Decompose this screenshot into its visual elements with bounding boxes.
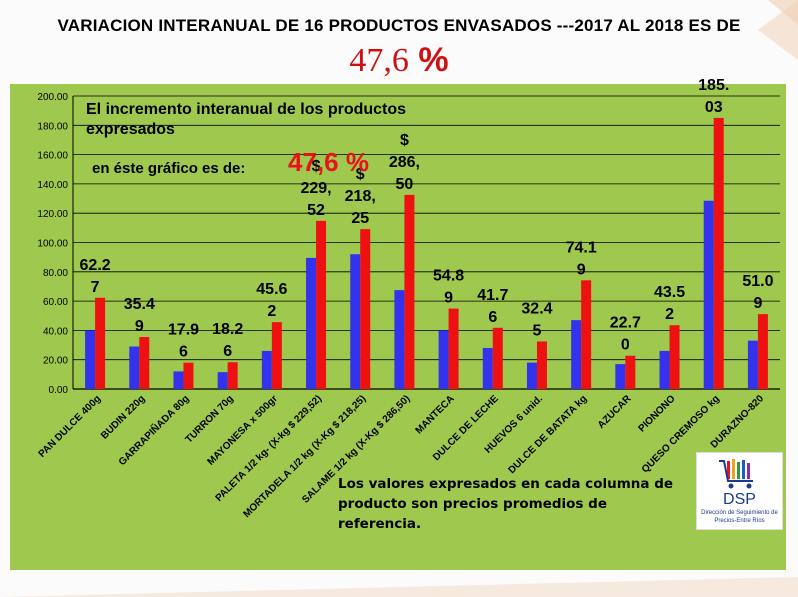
- y-tick-label: 0.00: [49, 385, 69, 396]
- bar-2018: [625, 355, 636, 389]
- chart-note-increment: El incremento interanual de los producto…: [86, 101, 407, 138]
- bar-data-label: 43.5 2: [654, 284, 685, 323]
- bar-2018: [404, 194, 415, 389]
- dsp-logo: DSP Dirección de Seguimiento de Precios-…: [696, 452, 783, 530]
- bar-2017: [482, 347, 493, 389]
- bar-2018: [536, 341, 547, 389]
- y-tick-label: 60.00: [43, 297, 68, 308]
- bar-2018: [757, 314, 768, 389]
- bar-2017: [703, 200, 714, 389]
- y-tick-label: 100.00: [37, 239, 68, 250]
- bar-2017: [173, 371, 184, 389]
- y-tick-label: 200.00: [37, 92, 68, 103]
- bar-data-label: 18.2 6: [212, 321, 243, 360]
- bar-data-label: 51.0 9: [742, 273, 773, 312]
- y-tick-label: 160.00: [37, 151, 68, 162]
- x-category-label: MANTECA: [414, 393, 457, 436]
- bar-data-label: 35.4 9: [124, 296, 155, 335]
- headline-percentage: 47,6 %: [0, 40, 798, 81]
- x-category-label: BUDIN 220g: [99, 393, 147, 441]
- x-category-label: PAN DULCE 400g: [37, 393, 104, 460]
- headline-value: 47,6: [349, 42, 409, 79]
- bar-2018: [183, 362, 194, 389]
- bar-2017: [85, 330, 96, 389]
- bar-data-label: 185. 03: [698, 77, 729, 116]
- bar-2018: [448, 308, 459, 389]
- decorative-arrows-bottom: [0, 577, 798, 597]
- x-category-label: AZUCAR: [596, 393, 634, 431]
- bar-2017: [306, 257, 317, 389]
- bar-2018: [713, 117, 724, 389]
- logo-name: DSP: [723, 491, 756, 508]
- chart-note-label: en éste gráfico es de:: [92, 160, 246, 177]
- logo-subtitle: Dirección de Seguimiento de Precios-Entr…: [701, 510, 778, 524]
- bar-data-label: $218, 25: [345, 166, 376, 227]
- y-tick-label: 180.00: [37, 121, 68, 132]
- chart-title: VARIACION INTERANUAL DE 16 PRODUCTOS ENV…: [57, 16, 741, 35]
- bar-2018: [581, 280, 592, 389]
- y-tick-label: 80.00: [43, 268, 68, 279]
- bar-2017: [217, 372, 228, 389]
- bar-2017: [747, 340, 758, 389]
- bar-2018: [95, 297, 106, 389]
- bar-data-label: $229, 52: [300, 158, 331, 219]
- bar-data-label: 62.2 7: [80, 257, 111, 296]
- chart-note-percentage: 47,6 %: [288, 147, 369, 177]
- bar-2017: [526, 362, 537, 389]
- bar-data-label: 22.7 0: [610, 315, 641, 354]
- bar-2017: [129, 346, 140, 389]
- bar-2017: [571, 320, 582, 389]
- headline-percent-sign: %: [418, 41, 449, 79]
- footnote-text: Los valores expresados en cada columna d…: [338, 476, 674, 532]
- bar-data-label: 41.7 6: [477, 287, 508, 326]
- bar-2018: [360, 229, 371, 389]
- y-tick-label: 20.00: [43, 356, 68, 367]
- bar-2017: [615, 364, 626, 389]
- bar-data-label: 45.6 2: [256, 281, 287, 320]
- decorative-arrows-top: [758, 0, 798, 60]
- bar-2018: [139, 337, 150, 389]
- bar-2018: [227, 362, 238, 389]
- bar-data-label: 54.8 9: [433, 268, 464, 307]
- bar-2018: [271, 322, 282, 389]
- y-tick-label: 120.00: [37, 209, 68, 220]
- y-tick-label: 140.00: [37, 180, 68, 191]
- x-category-label: GARRAPIÑADA 80g: [115, 392, 191, 468]
- bar-2017: [394, 290, 405, 389]
- bar-data-label: $286, 50: [389, 132, 420, 193]
- y-tick-label: 40.00: [43, 326, 68, 337]
- x-category-label: DULCE DE BATATA kg: [506, 393, 589, 476]
- bar-2018: [492, 327, 503, 389]
- bar-2018: [316, 220, 327, 389]
- bar-2017: [350, 254, 361, 389]
- shopping-cart-icon: [719, 459, 753, 489]
- x-category-label: PIONONO: [636, 393, 677, 434]
- bar-2017: [261, 350, 272, 389]
- bar-data-label: 74.1 9: [566, 239, 597, 278]
- bar-data-label: 17.9 6: [168, 322, 199, 361]
- bar-2017: [438, 330, 449, 389]
- bar-data-label: 32.4 5: [521, 300, 552, 339]
- bar-2017: [659, 350, 670, 389]
- bar-2018: [669, 325, 680, 389]
